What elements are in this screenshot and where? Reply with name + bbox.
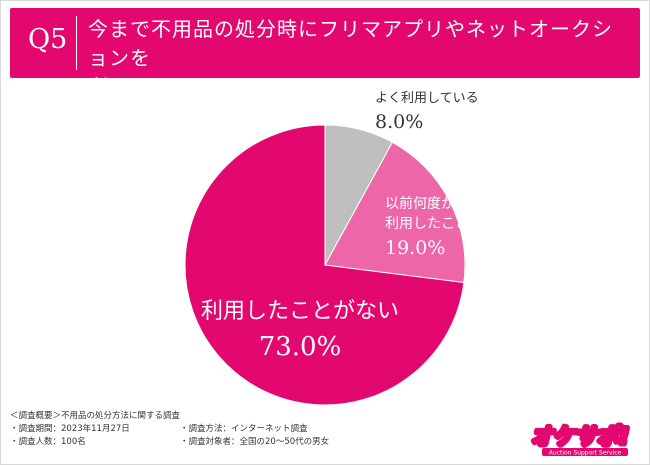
- pie-chart-area: よく利用している 8.0% 以前何度か利用したことがある 19.0% 利用したことがない…: [0, 80, 650, 410]
- question-header: Q5 今まで不用品の処分時にフリマアプリやネットオークションを 利用したことはあ…: [10, 8, 640, 99]
- pie-slice-before: [324, 141, 466, 284]
- question-line-1: 今まで不用品の処分時にフリマアプリやネットオークションを: [88, 17, 613, 70]
- label-never: 利用したことがない: [201, 299, 399, 324]
- question-text: 今まで不用品の処分時にフリマアプリやネットオークションを 利用したことはあります…: [88, 15, 633, 102]
- survey-count: ・調査人数：100名: [10, 437, 86, 447]
- question-line-2: 利用したことはありますか？: [88, 75, 361, 99]
- survey-summary: ＜調査概要＞不用品の処分方法に関する調査 ・調査期間：2023年11月27日 ・…: [10, 410, 510, 449]
- survey-title: ＜調査概要＞不用品の処分方法に関する調査: [10, 411, 181, 421]
- question-number: Q5: [28, 24, 68, 55]
- survey-target: ・調査対象者：全国の20～50代の男女: [180, 437, 330, 447]
- logo-subtext-bar: [542, 448, 628, 456]
- percent-frequently: 8.0%: [375, 111, 423, 133]
- label-before-line-2: 利用したことがある: [385, 216, 511, 232]
- logo-subtext: Auction Support Service: [549, 450, 622, 457]
- header-divider: [76, 16, 77, 70]
- percent-before: 19.0%: [385, 237, 445, 259]
- survey-period: ・調査期間：2023年11月27日: [10, 424, 130, 434]
- logo-text: オケサポ!: [531, 424, 629, 450]
- label-frequently: よく利用している: [375, 91, 479, 106]
- okesapo-logo: オケサポ! オケサポ! Auction Support Service: [528, 422, 631, 457]
- percent-never: 73.0%: [259, 332, 342, 362]
- survey-method: ・調査方法：インターネット調査: [180, 424, 308, 434]
- pie-slice-never: [184, 124, 465, 406]
- label-before-line-1: 以前何度か: [385, 195, 455, 212]
- logo-text-outline: オケサポ!: [531, 424, 629, 450]
